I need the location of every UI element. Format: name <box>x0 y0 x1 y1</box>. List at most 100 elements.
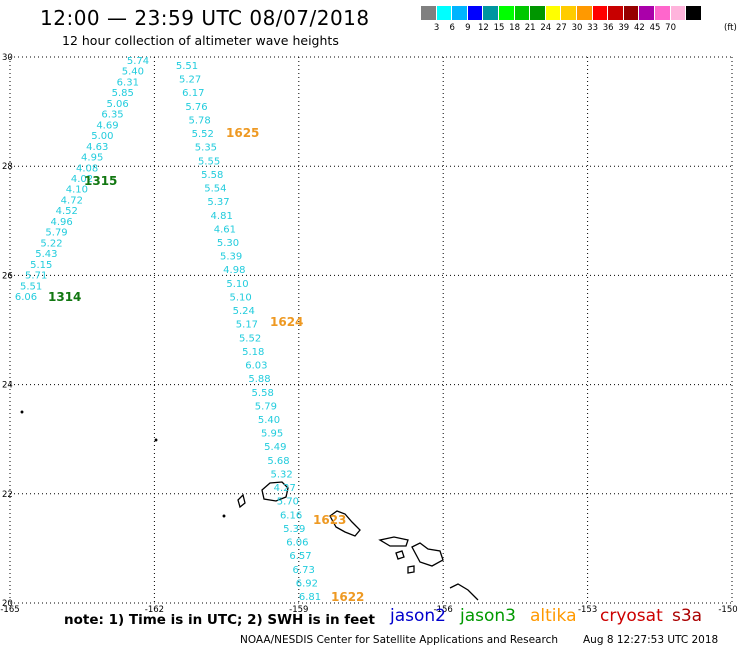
wave-height-value: 5.58 <box>252 388 274 399</box>
scale-unit-label: (ft) <box>724 23 737 33</box>
island-oahu <box>329 510 361 537</box>
page-subtitle: 12 hour collection of altimeter wave hei… <box>62 33 339 48</box>
wave-height-value: 5.10 <box>226 279 248 290</box>
wave-height-value: 4.69 <box>96 120 118 131</box>
wave-height-value: 6.35 <box>101 110 123 121</box>
scale-label: 27 <box>555 23 567 33</box>
scale-label: 36 <box>602 23 614 33</box>
wave-height-value: 5.17 <box>236 320 258 331</box>
wave-height-value: 4.81 <box>211 211 233 222</box>
pass-time-label: 1315 <box>84 174 117 188</box>
wave-height-value: 6.81 <box>299 592 321 603</box>
scale-swatch <box>436 6 453 20</box>
wave-height-value: 5.37 <box>207 197 229 208</box>
wave-height-value: 5.39 <box>283 524 305 535</box>
lon-tick-label: -162 <box>145 605 164 615</box>
scale-label: 70 <box>665 23 676 33</box>
satellite-legend-item: s3a <box>672 606 703 626</box>
page-title: 12:00 — 23:59 UTC 08/07/2018 <box>40 6 370 30</box>
wave-height-value: 5.18 <box>242 347 264 358</box>
wave-height-value: 4.95 <box>81 153 103 164</box>
wave-height-value: 5.79 <box>45 228 67 239</box>
credit-text: NOAA/NESDIS Center for Satellite Applica… <box>240 634 558 646</box>
altimeter-tracks: 5.745.406.315.855.066.354.695.004.634.95… <box>15 56 365 604</box>
wave-height-value: 5.51 <box>20 281 42 292</box>
wave-height-value: 5.52 <box>192 129 214 140</box>
scale-label: 21 <box>524 23 536 33</box>
scale-swatch <box>608 6 624 20</box>
scale-swatch <box>452 6 468 20</box>
wave-height-value: 5.15 <box>30 260 52 271</box>
wave-height-value: 6.92 <box>296 578 318 589</box>
generated-timestamp: Aug 8 12:27:53 UTC 2018 <box>583 634 719 646</box>
wave-height-value: 5.27 <box>179 75 201 86</box>
wave-height-value: 5.95 <box>261 429 283 440</box>
pass-time-label: 1625 <box>226 126 259 140</box>
wave-height-value: 5.51 <box>176 61 198 72</box>
wave-height-value: 4.72 <box>61 195 83 206</box>
satellite-legend-item: cryosat <box>600 606 663 626</box>
wave-height-value: 5.70 <box>277 497 299 508</box>
wave-height-value: 5.74 <box>127 56 149 67</box>
wave-height-value: 6.03 <box>245 361 267 372</box>
wave-height-value: 5.22 <box>40 238 62 249</box>
wave-height-value: 5.32 <box>270 469 292 480</box>
scale-label: 15 <box>493 23 505 33</box>
scale-label: 6 <box>449 23 455 33</box>
wave-height-value: 5.00 <box>91 131 113 142</box>
scale-swatch <box>421 6 437 20</box>
satellite-legend-item: jason3 <box>460 606 516 626</box>
island-hawaii <box>449 583 479 601</box>
islet-nihoa <box>20 410 24 414</box>
scale-swatch <box>686 6 702 20</box>
islet-necker <box>154 438 158 442</box>
island-kahoolawe <box>407 565 415 574</box>
wave-height-value: 6.57 <box>289 551 311 562</box>
footer-note: note: 1) Time is in UTC; 2) SWH is in fe… <box>64 612 375 628</box>
scale-swatch <box>483 6 499 20</box>
wave-height-value: 6.06 <box>286 538 308 549</box>
wave-height-value: 5.88 <box>248 374 270 385</box>
wave-height-value: 5.54 <box>204 184 226 195</box>
lat-tick-label: 22 <box>2 490 13 500</box>
wave-height-value: 5.58 <box>201 170 223 181</box>
island-molokai <box>378 536 409 547</box>
wave-height-value: 4.63 <box>86 142 108 153</box>
lon-tick-label: -165 <box>0 605 19 615</box>
scale-swatch <box>530 6 546 20</box>
wave-height-value: 5.79 <box>255 401 277 412</box>
axis-labels: 30 28 26 24 22 20-165 -162 -159 -156 -153 -150 <box>0 53 737 615</box>
wave-height-value: 6.31 <box>117 77 139 88</box>
wave-height-value: 5.78 <box>188 115 210 126</box>
lat-tick-label: 20 <box>2 599 13 609</box>
lon-tick-label: -156 <box>434 605 453 615</box>
pass-time-label: 1623 <box>313 513 346 527</box>
island-lanai <box>395 550 405 560</box>
scale-label: 45 <box>649 23 661 33</box>
scale-swatch <box>639 6 655 20</box>
lat-tick-label: 30 <box>2 53 13 63</box>
scale-label: 33 <box>587 23 598 33</box>
lon-tick-label: -153 <box>578 605 597 615</box>
scale-swatch <box>592 6 609 20</box>
island-kauai <box>261 481 289 502</box>
scale-label: 24 <box>540 23 552 33</box>
wave-height-value: 4.08 <box>76 163 98 174</box>
wave-height-value: 4.61 <box>214 224 236 235</box>
wave-height-value: 5.30 <box>217 238 239 249</box>
wave-height-value: 6.17 <box>182 88 204 99</box>
lon-tick-label: -159 <box>289 605 308 615</box>
wave-height-value: 5.40 <box>122 67 144 78</box>
scale-label: 9 <box>465 23 471 33</box>
scale-swatch <box>577 6 593 20</box>
wave-height-value: 5.49 <box>264 442 286 453</box>
scale-swatch <box>514 6 531 20</box>
pass-time-label: 1314 <box>48 290 81 304</box>
lon-tick-label: -150 <box>718 605 737 615</box>
wave-height-value: 6.16 <box>280 510 302 521</box>
wave-height-value: 6.73 <box>293 565 315 576</box>
wave-height-value: 5.39 <box>220 252 242 263</box>
wave-height-value: 4.27 <box>274 483 296 494</box>
wave-height-value: 4.98 <box>223 265 245 276</box>
